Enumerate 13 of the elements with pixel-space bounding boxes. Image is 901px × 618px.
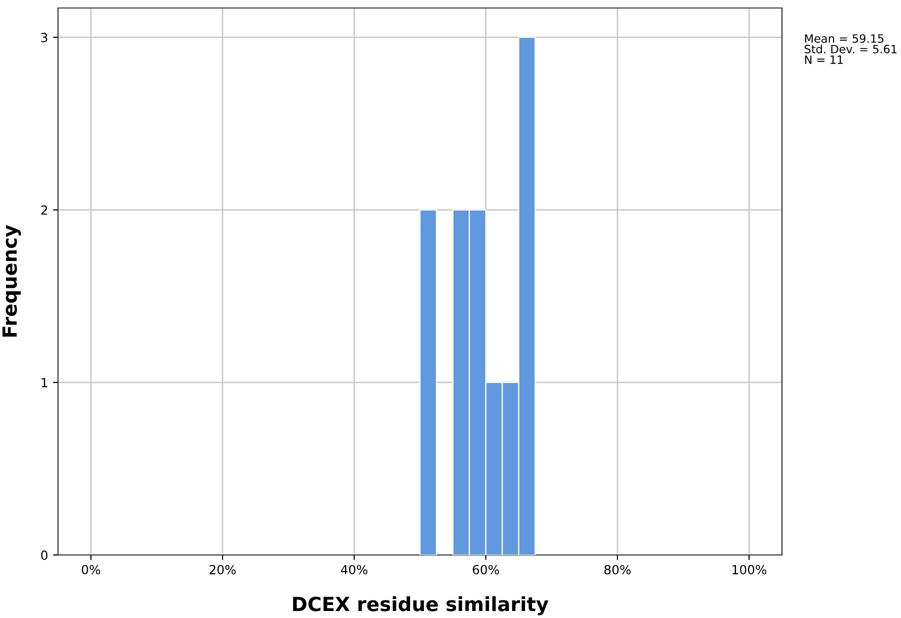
- y-tick-label: 3: [41, 32, 48, 42]
- text: Mean = 59.15 Std. Dev. = 5.61 N = 11: [804, 34, 897, 64]
- x-tick-label: 20%: [210, 564, 236, 574]
- x-tick-label: 60%: [472, 564, 500, 574]
- y-tick-label: 0: [41, 550, 48, 560]
- y-tick-label: 1: [42, 378, 48, 388]
- x-tick-label: 0%: [82, 564, 100, 574]
- x-tick-label: 100%: [732, 564, 766, 574]
- x-tick-label: 80%: [604, 564, 631, 574]
- x-tick-label: 40%: [340, 564, 368, 574]
- y-axis-title: Frequency: [2, 224, 21, 337]
- x-axis-title: DCEX residue similarity: [293, 596, 548, 616]
- y-tick-label: 2: [41, 205, 48, 215]
